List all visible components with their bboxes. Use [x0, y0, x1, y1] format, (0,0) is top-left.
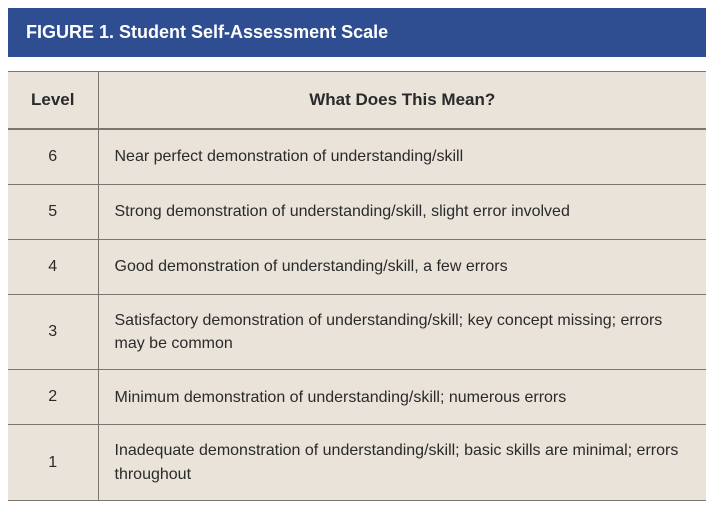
- table-row: 4 Good demonstration of understanding/sk…: [8, 240, 706, 295]
- cell-level: 3: [8, 295, 98, 370]
- table-row: 2 Minimum demonstration of understanding…: [8, 370, 706, 425]
- figure-title-bar: FIGURE 1. Student Self-Assessment Scale: [8, 8, 706, 57]
- table-row: 6 Near perfect demonstration of understa…: [8, 129, 706, 185]
- header-level: Level: [8, 72, 98, 130]
- cell-level: 6: [8, 129, 98, 185]
- table-row: 1 Inadequate demonstration of understand…: [8, 425, 706, 500]
- spacer: [8, 57, 706, 71]
- assessment-table: Level What Does This Mean? 6 Near perfec…: [8, 71, 706, 501]
- table-row: 3 Satisfactory demonstration of understa…: [8, 295, 706, 370]
- cell-level: 1: [8, 425, 98, 500]
- cell-meaning: Good demonstration of understanding/skil…: [98, 240, 706, 295]
- cell-meaning: Inadequate demonstration of understandin…: [98, 425, 706, 500]
- cell-meaning: Near perfect demonstration of understand…: [98, 129, 706, 185]
- cell-level: 2: [8, 370, 98, 425]
- cell-meaning: Minimum demonstration of understanding/s…: [98, 370, 706, 425]
- figure-container: FIGURE 1. Student Self-Assessment Scale …: [0, 0, 714, 509]
- cell-level: 4: [8, 240, 98, 295]
- header-meaning: What Does This Mean?: [98, 72, 706, 130]
- table-row: 5 Strong demonstration of understanding/…: [8, 185, 706, 240]
- cell-meaning: Strong demonstration of understanding/sk…: [98, 185, 706, 240]
- cell-meaning: Satisfactory demonstration of understand…: [98, 295, 706, 370]
- table-header-row: Level What Does This Mean?: [8, 72, 706, 130]
- cell-level: 5: [8, 185, 98, 240]
